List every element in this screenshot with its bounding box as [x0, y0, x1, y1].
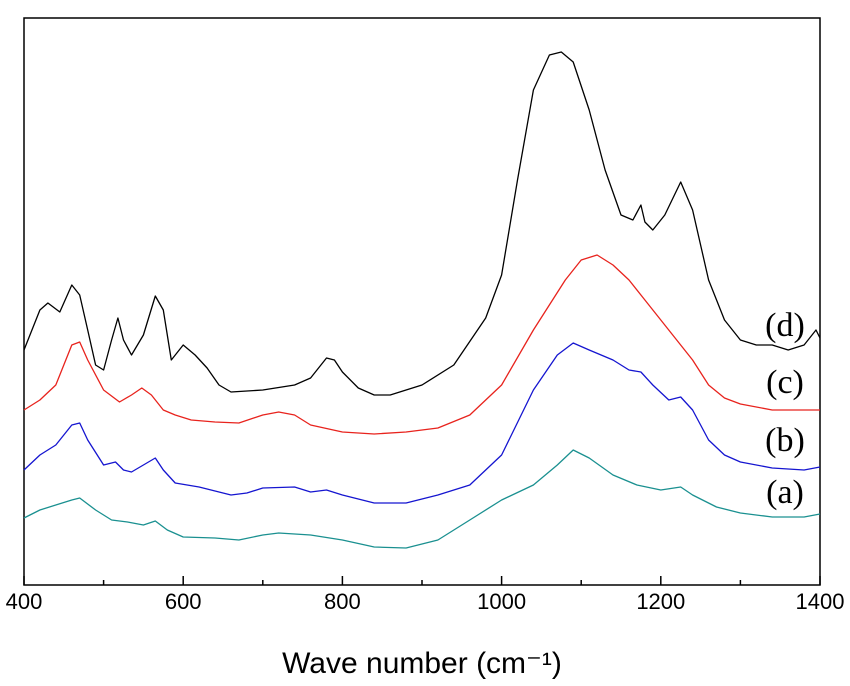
series-line	[23, 342, 821, 504]
series-label: (d)	[765, 307, 805, 344]
series-label: (a)	[766, 474, 804, 511]
x-axis-label: Wave number (cm⁻¹)	[282, 647, 562, 680]
x-tick-label: 600	[165, 589, 202, 614]
x-tick-label: 1200	[636, 589, 685, 614]
plot-frame	[23, 17, 821, 586]
x-tick-label: 1400	[796, 589, 845, 614]
series-line	[23, 51, 821, 396]
x-tick-label: 800	[324, 589, 361, 614]
series-line	[23, 254, 820, 435]
x-tick-label: 1000	[477, 589, 526, 614]
series-label: (b)	[765, 422, 805, 459]
series-line	[23, 449, 821, 549]
series-label: (c)	[766, 364, 804, 401]
x-tick-label: 400	[6, 589, 43, 614]
